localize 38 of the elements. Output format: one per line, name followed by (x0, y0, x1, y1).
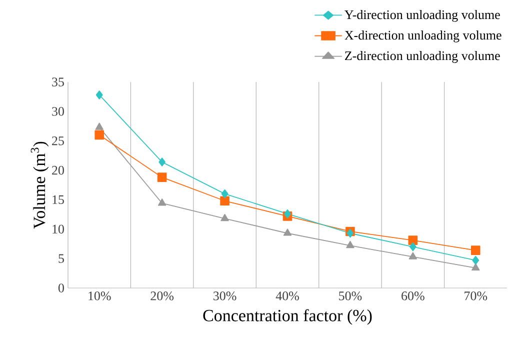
x-tick-label: 60% (402, 292, 424, 300)
point (220, 196, 230, 206)
point (408, 252, 418, 260)
y-tick-label: 5 (58, 254, 64, 263)
x-tick-label: 20% (150, 292, 174, 300)
point (408, 236, 418, 245)
point (158, 198, 166, 206)
y-tick-label: 10 (52, 224, 64, 234)
point (283, 228, 292, 236)
legend-label: Y-direction unloading volume (344, 10, 500, 22)
x-tick-label: 40% (276, 292, 299, 300)
point (284, 209, 291, 218)
point (221, 189, 228, 198)
point (472, 263, 480, 271)
legend-label: Z-direction unloading volume (345, 51, 500, 63)
y-tick-label: 20 (52, 166, 64, 175)
point (409, 242, 416, 252)
point (470, 246, 480, 255)
point (220, 214, 229, 222)
x-tick-label: 70% (464, 292, 488, 300)
point (157, 172, 167, 182)
x-tick-label: 30% (214, 292, 236, 300)
y-tick-label: 35 (52, 78, 64, 86)
point (96, 90, 103, 100)
point (158, 158, 166, 166)
x-tick-label: 50% (339, 292, 362, 300)
y-tick-label: 25 (52, 136, 64, 146)
point (95, 122, 104, 130)
y-tick-label: 15 (52, 195, 64, 204)
point (94, 130, 104, 140)
y-axis-title: Volume (m$^{3}$) (30, 142, 49, 229)
x-axis-title: Concentration factor (%) (203, 309, 372, 325)
point (472, 256, 480, 265)
legend-label: X-direction unloading volume (344, 30, 502, 42)
x-tick-label: 10% (88, 292, 111, 300)
y-tick-label: 0 (58, 284, 64, 292)
point (346, 240, 354, 248)
y-tick-label: 30 (52, 107, 64, 116)
